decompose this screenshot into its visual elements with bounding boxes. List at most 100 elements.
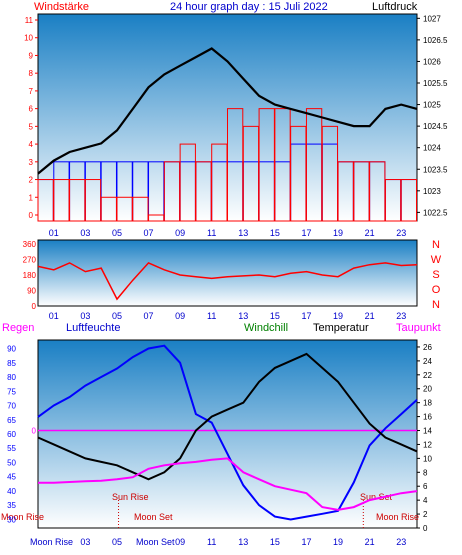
wind-tick-label: 10	[24, 34, 33, 43]
humidity-tick-label: 70	[7, 402, 16, 411]
hour-tick-label: 07	[144, 311, 154, 321]
temp-humidity-panel	[37, 339, 418, 529]
annotation-sun-rise: Sun Rise	[112, 492, 149, 502]
temperature-tick-label: 12	[423, 440, 432, 449]
wind-tick-label: 8	[29, 69, 34, 78]
hour-tick-label: 11	[207, 537, 216, 547]
pressure-tick-label: 1022.5	[423, 208, 448, 217]
dewpoint-line	[38, 457, 418, 511]
wind-bar	[369, 161, 386, 222]
pressure-tick-label: 1024	[423, 144, 441, 153]
annotation-sun-set: Sun Set	[360, 492, 393, 502]
hour-tick-label: 01	[49, 228, 59, 238]
annotation-moon-rise-right: Moon Rise	[376, 512, 419, 522]
moon-axis-set: Moon Set	[136, 537, 175, 547]
pressure-line	[37, 47, 418, 175]
hour-tick-label: 17	[301, 311, 311, 321]
humidity-tick-label: 60	[7, 430, 16, 439]
hour-tick-label: 23	[396, 311, 406, 321]
wind-bar	[400, 179, 418, 222]
pressure-tick-label: 1026	[423, 57, 441, 66]
wind-bar	[258, 108, 275, 222]
compass-letter: W	[431, 254, 442, 266]
wind-tick-label: 5	[29, 122, 34, 131]
humidity-tick-label: 75	[7, 387, 16, 396]
humidity-tick-label: 40	[7, 487, 16, 496]
hour-tick-label: 09	[175, 228, 185, 238]
temperature-tick-label: 14	[423, 427, 432, 436]
wind-direction-panel	[37, 239, 418, 307]
pressure-tick-label: 1023.5	[423, 165, 448, 174]
wind-bar	[100, 196, 117, 222]
humidity-tick-label: 45	[7, 473, 16, 482]
hour-tick-label: 03	[80, 228, 90, 238]
hour-tick-label: 05	[112, 537, 122, 547]
direction-tick-label: 270	[23, 256, 37, 265]
wind-bar	[69, 179, 86, 222]
hour-tick-label: 15	[270, 537, 280, 547]
hour-tick-label: 15	[270, 228, 280, 238]
wind-bar	[337, 161, 354, 222]
wind-tick-label: 3	[29, 158, 34, 167]
hour-tick-label: 13	[238, 311, 248, 321]
wind-bar	[290, 125, 307, 222]
wind-direction-line	[37, 261, 418, 301]
wind-bar	[53, 179, 70, 222]
rain-zero-label: 0	[32, 427, 37, 436]
compass-letter: O	[432, 284, 441, 296]
wind-bar	[274, 108, 291, 222]
direction-tick-label: 180	[23, 271, 37, 280]
hour-tick-label: 05	[112, 228, 122, 238]
hour-tick-label: 21	[365, 228, 375, 238]
hour-tick-label: 19	[333, 228, 343, 238]
hour-tick-label: 07	[144, 228, 154, 238]
pressure-tick-label: 1027	[423, 14, 441, 23]
hour-tick-label: 03	[80, 537, 90, 547]
temperature-tick-label: 20	[423, 385, 432, 394]
humidity-tick-label: 65	[7, 416, 16, 425]
pressure-axis-title: Luftdruck	[372, 1, 418, 13]
wind-tick-label: 9	[29, 51, 34, 60]
chart-title: 24 hour graph day : 15 Juli 2022	[170, 1, 328, 13]
wind-bar	[132, 196, 149, 222]
hour-tick-label: 19	[333, 311, 343, 321]
direction-tick-label: 360	[23, 240, 37, 249]
temperature-tick-label: 26	[423, 343, 432, 352]
compass-letter: N	[432, 239, 440, 251]
legend-regen: Regen	[2, 322, 34, 334]
temperature-tick-label: 4	[423, 496, 428, 505]
wind-bar	[84, 179, 102, 222]
pressure-tick-label: 1025	[423, 101, 441, 110]
wind-bar	[242, 125, 260, 222]
temperature-tick-label: 22	[423, 371, 432, 380]
temperature-tick-label: 8	[423, 468, 428, 477]
pressure-tick-label: 1026.5	[423, 36, 448, 45]
wind-bar	[384, 179, 402, 222]
wind-tick-label: 11	[25, 16, 34, 25]
hour-tick-label: 03	[80, 311, 90, 321]
annotation-moon-rise-left: Moon Rise	[1, 512, 44, 522]
hour-tick-label: 19	[333, 537, 343, 547]
legend-temperatur: Temperatur	[313, 322, 369, 334]
humidity-line	[37, 344, 418, 521]
humidity-tick-label: 55	[7, 444, 16, 453]
hour-tick-label: 17	[301, 537, 311, 547]
wind-tick-label: 7	[29, 87, 34, 96]
direction-tick-label: 0	[32, 302, 37, 311]
hour-tick-label: 13	[238, 537, 248, 547]
legend-windchill: Windchill	[244, 322, 288, 334]
temperature-tick-label: 2	[423, 510, 428, 519]
hour-tick-label: 23	[396, 537, 406, 547]
wind-bar	[321, 125, 339, 222]
hour-tick-label: 17	[301, 228, 311, 238]
temperature-line	[37, 352, 418, 481]
temperature-tick-label: 24	[423, 357, 432, 366]
wind-tick-label: 2	[29, 176, 34, 185]
temperature-tick-label: 18	[423, 399, 432, 408]
direction-tick-label: 90	[27, 287, 36, 296]
hour-tick-label: 09	[175, 311, 185, 321]
temperature-tick-label: 10	[423, 454, 432, 463]
